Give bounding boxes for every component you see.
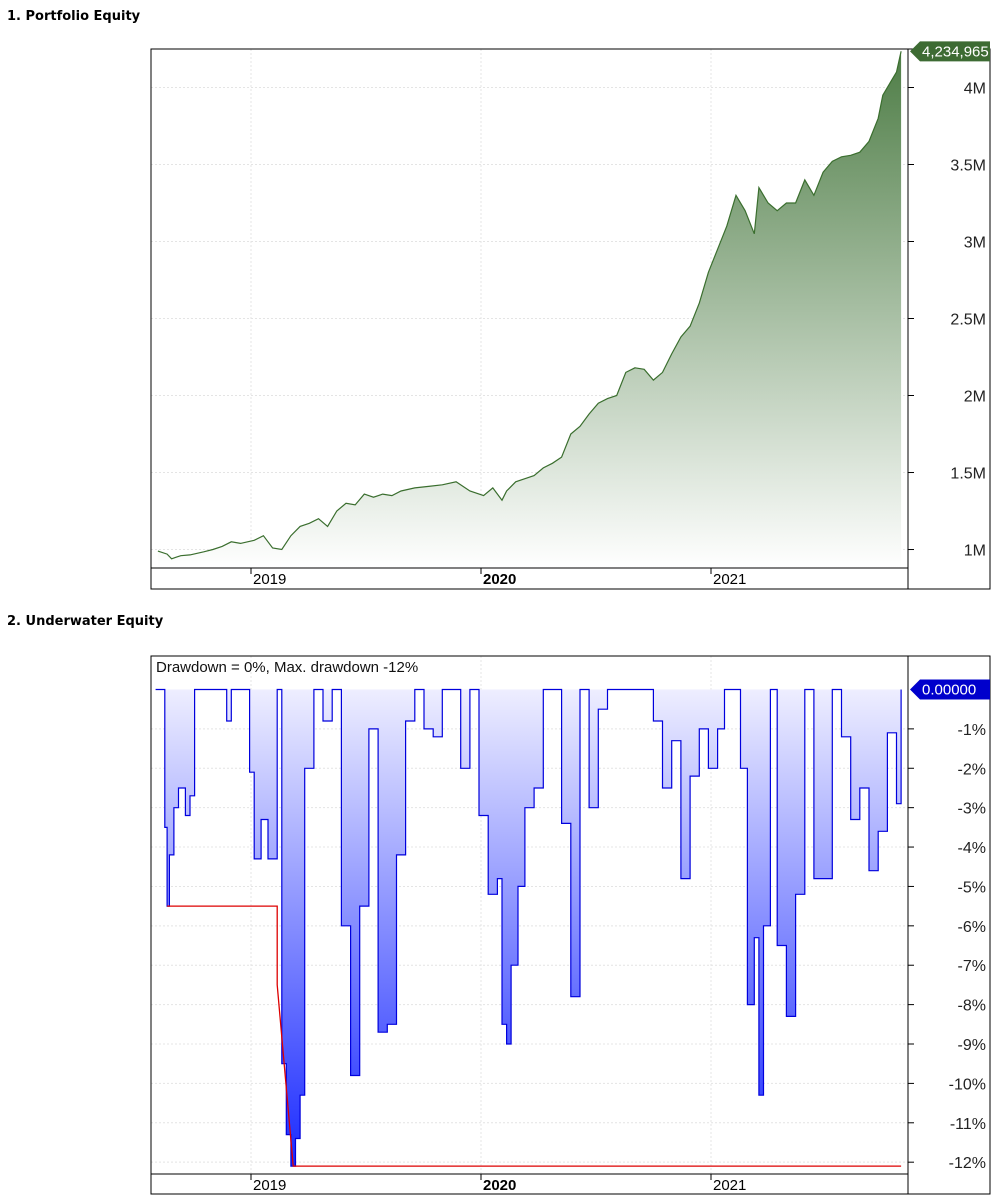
x-tick-label: 2021 (713, 571, 746, 588)
x-tick-label: 2019 (253, 571, 286, 588)
y-tick-label: -6% (958, 919, 986, 936)
y-tick-label: 1M (964, 543, 986, 560)
series-line (157, 51, 902, 560)
y-tick-label: -4% (958, 840, 986, 857)
y-tick-label: 3.5M (950, 158, 986, 175)
last-value-tag-bg (910, 679, 990, 700)
series-area (155, 689, 902, 1167)
y-tick-label: -11% (950, 1116, 986, 1133)
underwater-chart: 2019 2020 2021 -1% -2% -3% -4% -5% -6% -7% -8% -9% -… (150, 655, 991, 1195)
panel-title-equity: 1. Portfolio Equity (7, 9, 141, 24)
y-tick-label: 1.5M (950, 466, 986, 483)
y-tick-label: -1% (958, 722, 986, 739)
y-tick-label: -7% (958, 958, 986, 975)
x-tick-label: 2021 (713, 1177, 746, 1194)
last-value-tag-bg (910, 41, 990, 62)
max-drawdown-line (167, 905, 902, 1167)
panel-title-underwater: 2. Underwater Equity (7, 614, 164, 629)
y-tick-label: -9% (958, 1037, 986, 1054)
equity-chart: 2019 2020 2021 4M 3.5M 3M 2.5M 2M 1.5M 1M 4,234,96… (150, 41, 991, 590)
y-tick-label: -10% (949, 1076, 986, 1093)
y-tick-label: -3% (958, 801, 986, 818)
y-tick-label: 2.5M (950, 312, 986, 329)
y-tick-label: -8% (958, 998, 986, 1015)
series-area (157, 51, 902, 569)
series-line (155, 688, 902, 1167)
y-tick-label: -2% (958, 761, 986, 778)
last-value-label: 4,234,965 (922, 43, 989, 60)
last-value-tag: 0.00000 (910, 679, 990, 700)
y-tick-label: 4M (964, 81, 986, 98)
x-tick-label: 2020 (483, 571, 516, 588)
y-axis-frame (907, 655, 991, 1195)
last-value-label: 0.00000 (922, 681, 976, 698)
x-tick-label: 2019 (253, 1177, 286, 1194)
drawdown-annotation: Drawdown = 0%, Max. drawdown -12% (156, 659, 418, 676)
y-tick-label: 3M (964, 235, 986, 252)
last-value-tag: 4,234,965 (910, 41, 990, 62)
y-tick-label: -5% (958, 879, 986, 896)
y-tick-label: 2M (964, 389, 986, 406)
x-tick-label: 2020 (483, 1177, 516, 1194)
y-tick-label: -12% (949, 1155, 986, 1172)
